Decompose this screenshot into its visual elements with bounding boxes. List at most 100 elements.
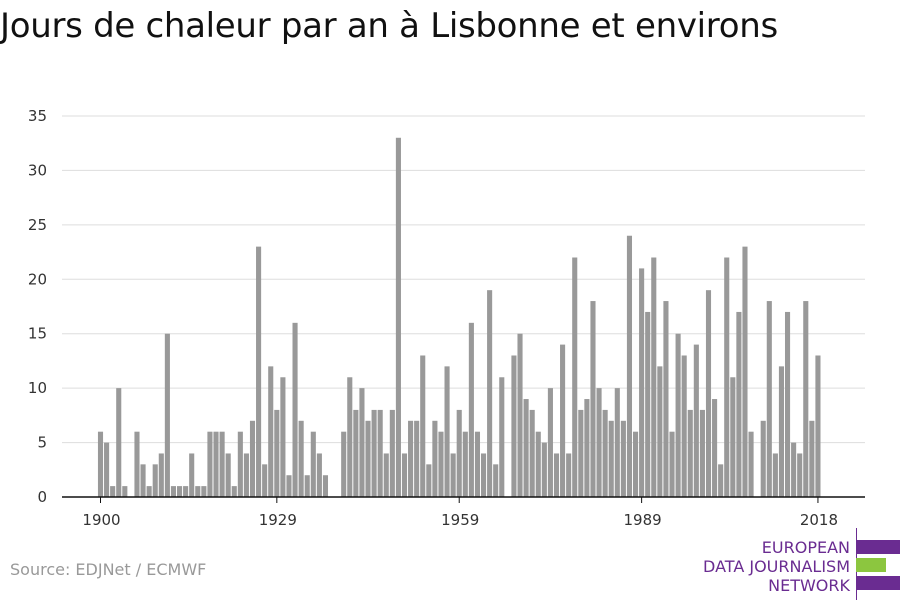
bar xyxy=(590,301,596,497)
bar xyxy=(122,486,128,497)
bar xyxy=(316,453,322,497)
x-tick-label: 2018 xyxy=(800,511,838,529)
bar xyxy=(681,355,687,497)
bar xyxy=(310,431,316,497)
bar xyxy=(371,409,377,497)
bar xyxy=(474,431,481,497)
bar xyxy=(231,486,237,497)
bar xyxy=(553,453,560,497)
bar xyxy=(274,409,280,497)
bar xyxy=(438,431,444,497)
bar xyxy=(426,464,432,497)
bar xyxy=(444,366,450,497)
y-tick-label: 0 xyxy=(37,488,47,506)
bar xyxy=(401,453,408,497)
bar xyxy=(140,464,146,497)
bar xyxy=(322,475,329,497)
bar xyxy=(815,355,821,497)
bar xyxy=(693,344,699,497)
bar xyxy=(614,388,620,497)
x-tick-label: 1959 xyxy=(441,511,479,529)
edjnet-logo[interactable]: EUROPEAN DATA JOURNALISM NETWORK xyxy=(700,528,900,600)
bar xyxy=(389,409,395,497)
bar xyxy=(432,420,438,497)
y-tick-label: 25 xyxy=(28,216,47,234)
bar xyxy=(626,235,633,498)
bar xyxy=(620,420,626,497)
bar xyxy=(268,366,274,497)
bar xyxy=(645,311,651,497)
source-note: Source: EDJNet / ECMWF xyxy=(10,560,207,579)
bar xyxy=(778,366,785,497)
bar xyxy=(760,420,766,497)
x-tick-label: 1900 xyxy=(82,511,120,529)
bar xyxy=(499,377,505,497)
bar xyxy=(791,442,797,497)
bar xyxy=(480,453,487,497)
bar xyxy=(657,366,663,497)
bar xyxy=(529,409,535,497)
chart-title: Jours de chaleur par an à Lisbonne et en… xyxy=(0,6,778,46)
bar xyxy=(134,431,140,497)
logo-bar-purple-top xyxy=(856,540,900,554)
bar xyxy=(158,453,164,497)
bar xyxy=(152,464,158,497)
bar xyxy=(104,442,110,497)
logo-line-1: EUROPEAN xyxy=(761,538,850,557)
bar xyxy=(183,486,189,497)
bar xyxy=(243,453,249,497)
bar xyxy=(256,246,262,497)
bars xyxy=(97,137,821,498)
bar xyxy=(742,246,748,497)
bar xyxy=(304,475,310,497)
bar xyxy=(784,311,791,497)
bar xyxy=(809,420,815,497)
bar xyxy=(414,420,420,497)
bar xyxy=(578,409,584,497)
bar xyxy=(535,431,541,497)
bar xyxy=(383,453,389,497)
bar xyxy=(195,486,201,497)
bar xyxy=(262,464,268,497)
bar xyxy=(772,453,778,497)
bar xyxy=(359,388,365,497)
bar xyxy=(237,431,243,497)
bar xyxy=(639,268,645,497)
bar xyxy=(632,431,639,497)
bar xyxy=(170,486,177,497)
bar xyxy=(468,322,474,497)
bar xyxy=(97,431,104,497)
bar xyxy=(249,420,256,497)
bar xyxy=(456,409,462,497)
y-tick-label: 15 xyxy=(28,325,47,343)
bar xyxy=(225,453,231,497)
x-tick-label: 1989 xyxy=(624,511,662,529)
bar xyxy=(341,431,347,497)
bar xyxy=(213,431,219,497)
bar xyxy=(450,453,456,497)
bar xyxy=(353,409,359,497)
bar xyxy=(718,464,724,497)
bar xyxy=(572,257,578,497)
bar xyxy=(377,409,383,497)
bar xyxy=(365,420,371,497)
bar xyxy=(663,301,669,497)
bar xyxy=(724,257,730,497)
bar xyxy=(176,486,183,497)
logo-bar-green xyxy=(856,558,886,572)
bar xyxy=(602,409,608,497)
axes: 0 5 10 15 20 25 30 35 1900 1929 1959 1989 2018 xyxy=(28,107,865,529)
y-tick-label: 5 xyxy=(37,434,47,452)
logo-line-3: NETWORK xyxy=(768,576,850,595)
bar xyxy=(736,311,742,497)
bar xyxy=(651,257,657,497)
bar xyxy=(219,431,225,497)
bar xyxy=(146,486,152,497)
y-tick-label: 35 xyxy=(28,107,47,125)
bar xyxy=(420,355,426,497)
bar xyxy=(766,301,772,497)
bar xyxy=(608,420,614,497)
bar xyxy=(286,475,292,497)
y-tick-label: 30 xyxy=(28,161,47,179)
bar xyxy=(596,388,602,497)
